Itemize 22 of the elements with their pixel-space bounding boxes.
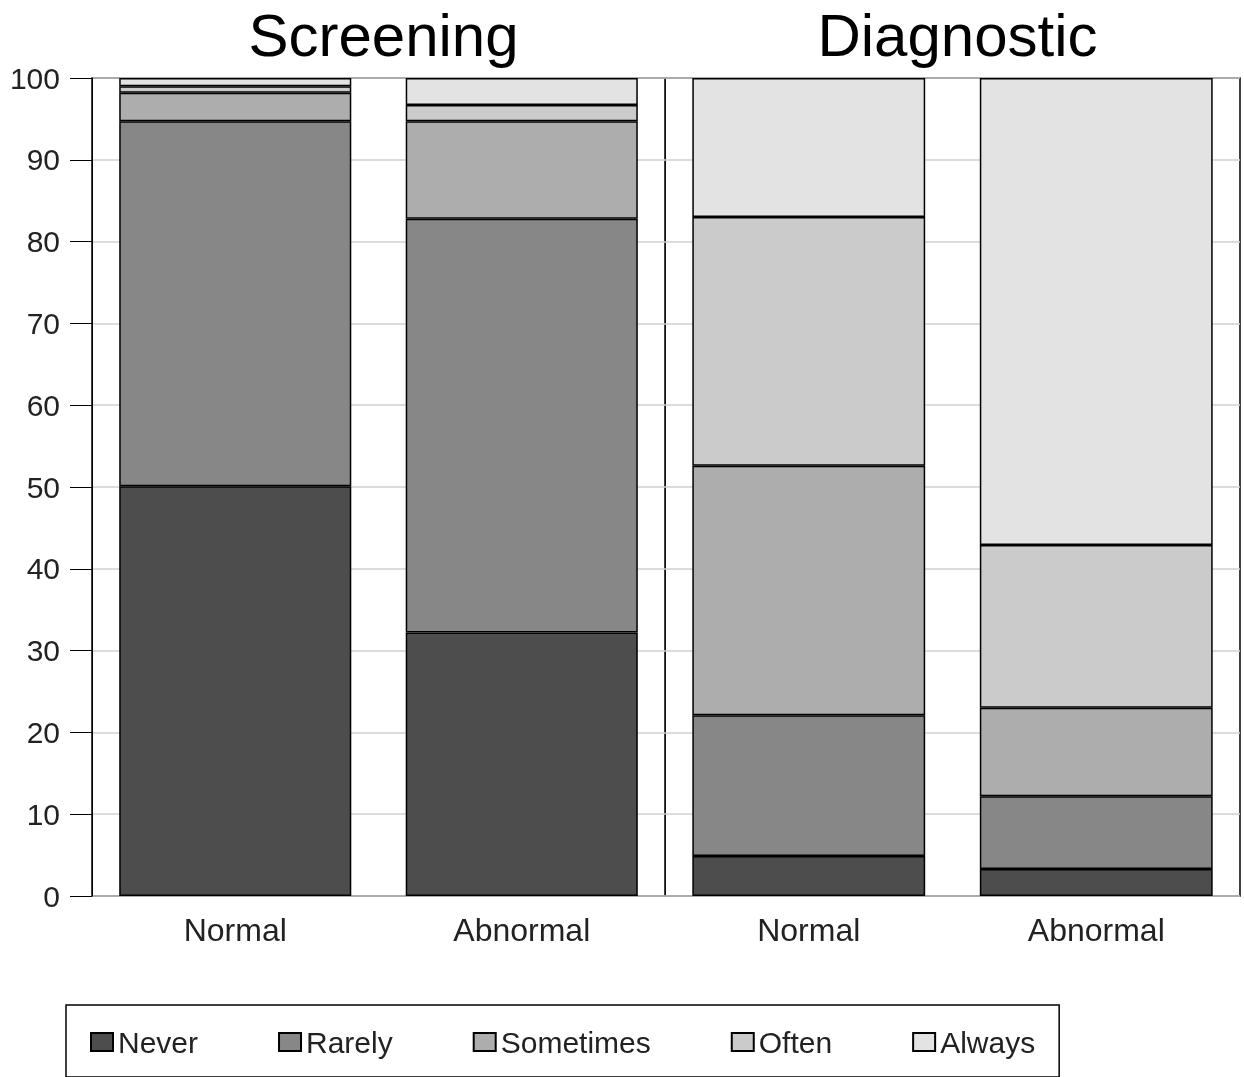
chart-title: Screening	[248, 1, 519, 69]
y-tick-label: 10	[26, 797, 60, 831]
y-tick-label: 60	[26, 388, 60, 422]
y-tick-label: 0	[43, 879, 60, 913]
y-tick-label: 50	[26, 470, 60, 504]
x-tick-label: Abnormal	[453, 912, 591, 948]
legend-label: Rarely	[306, 1025, 393, 1059]
x-tick-label: Abnormal	[1027, 912, 1165, 948]
y-tick-label: 80	[26, 225, 60, 259]
legend-label: Often	[758, 1025, 833, 1059]
y-tick-label: 90	[26, 143, 60, 177]
x-tick-label: Normal	[183, 912, 287, 948]
x-tick-label: Normal	[757, 912, 861, 948]
y-tick-label: 40	[26, 552, 60, 586]
y-tick-label: 70	[26, 306, 60, 340]
chart-title: Diagnostic	[817, 1, 1098, 69]
y-tick-label: 20	[26, 715, 60, 749]
legend-label: Sometimes	[500, 1025, 651, 1059]
legend-label: Always	[940, 1025, 1036, 1059]
y-tick-label: 100	[9, 61, 60, 95]
y-tick-label: 30	[26, 634, 60, 668]
legend-label: Never	[118, 1025, 199, 1059]
